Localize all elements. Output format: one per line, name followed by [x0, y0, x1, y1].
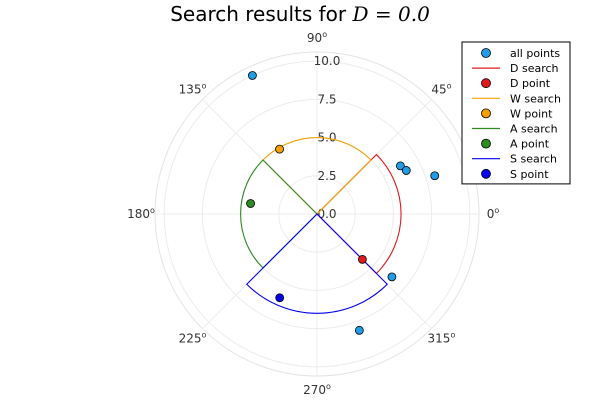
radial-tick-label: 10.0: [314, 54, 341, 68]
legend-label: W point: [510, 107, 553, 120]
s-search-line: [246, 213, 388, 314]
angle-tick-label: 0o: [487, 206, 500, 221]
angle-tick-label: 135o: [179, 82, 207, 97]
degree-symbol: o: [450, 330, 455, 339]
legend-swatch-marker: [481, 138, 491, 149]
degree-symbol: o: [150, 206, 155, 215]
radial-tick-label: 2.5: [317, 169, 336, 183]
legend-label: S search: [510, 153, 557, 166]
legend-label: A point: [510, 138, 550, 151]
angle-tick-value: 180: [127, 207, 150, 221]
d-search-line: [316, 154, 402, 274]
w-search-line: [262, 137, 372, 215]
angle-tick-value: 135: [179, 83, 202, 97]
legend-box: [461, 41, 571, 185]
angle-tick-label: 225o: [179, 330, 207, 345]
w-point-marker: [275, 144, 284, 154]
radial-tick-labels: 0.0 2.5 5.0 7.5 10.0: [314, 54, 341, 221]
degree-symbol: o: [326, 382, 331, 391]
angle-tick-label: 180o: [127, 206, 155, 221]
legend-label: A search: [510, 123, 558, 136]
angle-tick-value: 315: [428, 331, 451, 345]
all-points-marker: [401, 166, 411, 175]
a-point-marker: [246, 199, 255, 208]
degree-symbol: o: [202, 82, 207, 91]
angle-tick-value: 45: [431, 83, 446, 97]
degree-symbol: o: [202, 330, 207, 339]
angle-tick-value: 90: [307, 31, 322, 45]
legend-swatch-marker: [481, 48, 491, 58]
legend-swatch-marker: [481, 168, 491, 179]
legend-label: S point: [510, 168, 549, 181]
angle-tick-label: 45o: [431, 82, 451, 97]
legend-swatch-marker: [481, 78, 491, 89]
s-point-marker: [275, 293, 285, 303]
all-points-marker: [387, 272, 397, 282]
degree-symbol: o: [322, 30, 327, 39]
legend-label: all points: [510, 47, 560, 60]
d-point-marker: [357, 254, 367, 264]
all-points-marker: [430, 171, 440, 181]
angle-tick-label: 90o: [307, 30, 327, 45]
legend-swatch-marker: [481, 108, 491, 119]
legend-label: D search: [510, 62, 559, 75]
chart-title-prefix: Search results for: [170, 2, 352, 26]
a-search-line: [240, 159, 318, 269]
angle-tick-label: 270o: [303, 382, 331, 397]
all-points-marker: [248, 71, 257, 80]
legend-label: D point: [510, 77, 551, 90]
chart-title: Search results for D = 0.0: [170, 2, 430, 26]
angle-tick-value: 225: [179, 331, 202, 345]
legend: all points D search D point W search W point…: [461, 41, 571, 185]
angle-tick-value: 270: [303, 383, 326, 397]
angle-tick-value: 0: [487, 207, 495, 221]
radial-tick-label: 0.0: [317, 207, 336, 221]
chart-title-math: D = 0.0: [351, 2, 430, 26]
points-layer: [246, 71, 440, 335]
legend-label: W search: [510, 92, 561, 105]
all-points-marker: [395, 161, 405, 171]
degree-symbol: o: [447, 82, 452, 91]
angle-tick-label: 315o: [428, 330, 456, 345]
series-layer: [240, 137, 402, 314]
all-points-marker: [354, 325, 364, 335]
radial-tick-label: 5.0: [317, 131, 336, 145]
degree-symbol: o: [494, 206, 499, 215]
radial-tick-label: 7.5: [317, 92, 336, 106]
